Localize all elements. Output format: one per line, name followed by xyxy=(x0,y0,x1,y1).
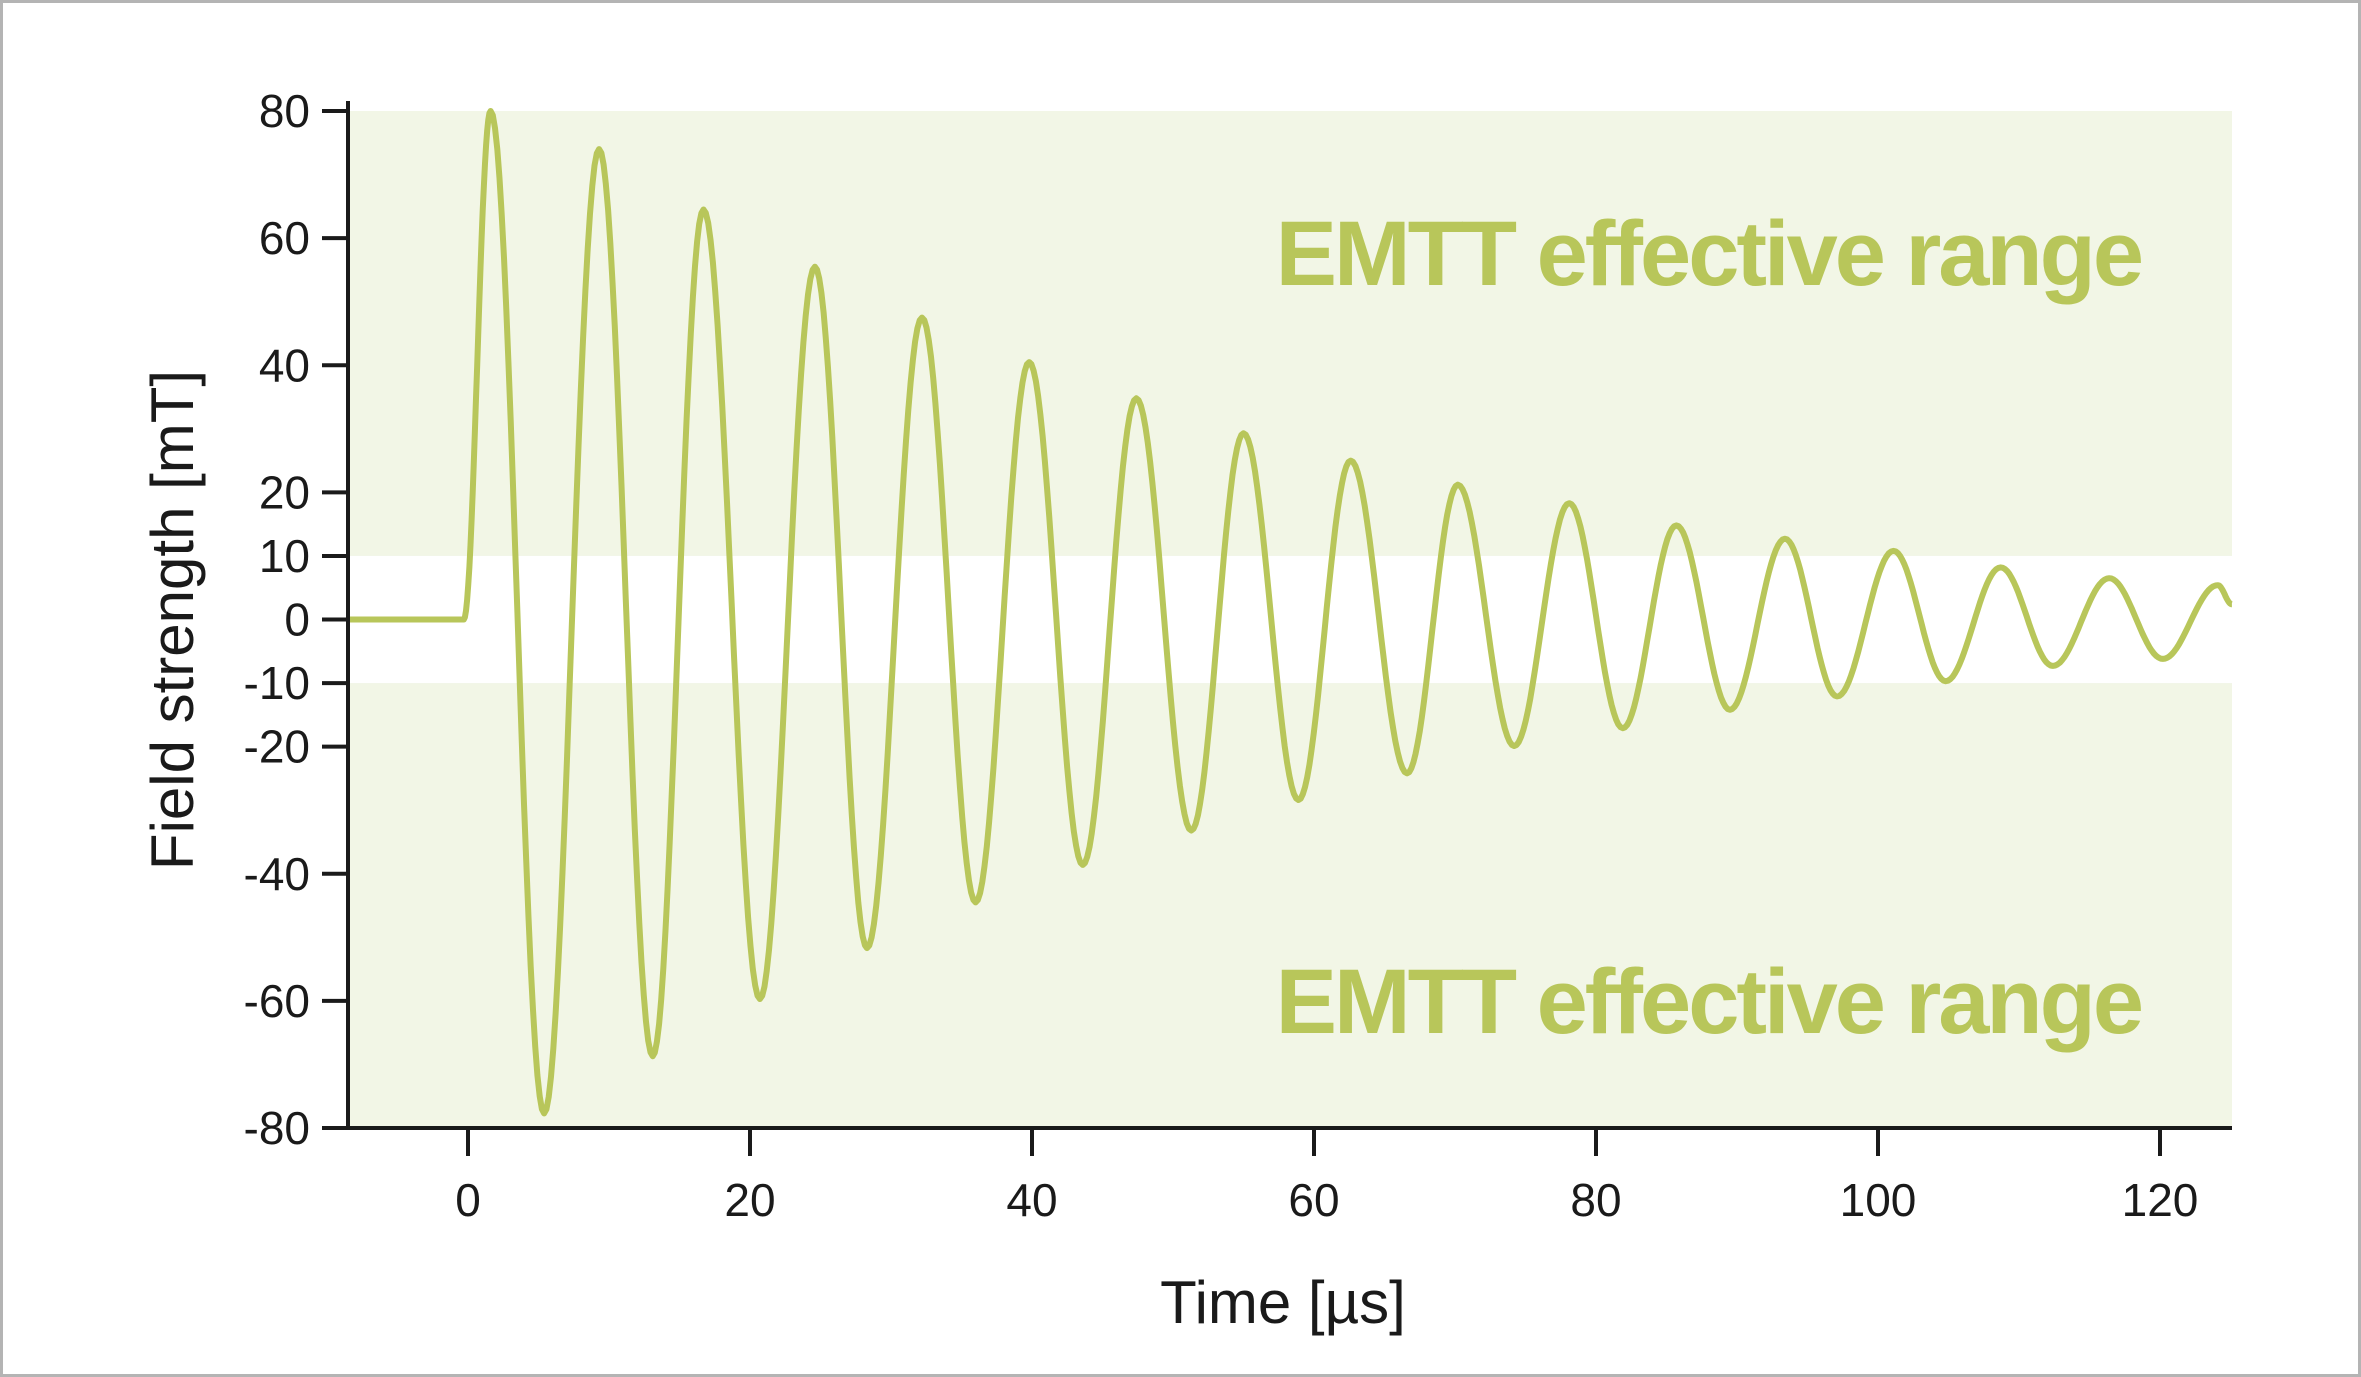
y-tick-label: -80 xyxy=(244,1102,310,1154)
y-tick-label: 20 xyxy=(259,466,310,518)
field-strength-line xyxy=(348,108,2235,1117)
y-tick-label: 0 xyxy=(284,594,310,646)
y-tick-label: 80 xyxy=(259,85,310,137)
effective-range-band-lower xyxy=(348,683,2232,1128)
y-axis-title: Field strength [mT] xyxy=(139,370,206,870)
x-tick-label: 80 xyxy=(1570,1174,1621,1226)
y-tick-label: -10 xyxy=(244,657,310,709)
x-tick-label: 40 xyxy=(1006,1174,1057,1226)
x-axis-title: Time [µs] xyxy=(1160,1269,1406,1336)
y-tick-label: -20 xyxy=(244,721,310,773)
upper-band-label: EMTT effective range xyxy=(1276,203,2142,305)
effective-range-band-upper xyxy=(348,111,2232,556)
x-tick-label: 60 xyxy=(1288,1174,1339,1226)
y-tick-label: -60 xyxy=(244,975,310,1027)
x-tick-label: 20 xyxy=(724,1174,775,1226)
y-tick-label: 60 xyxy=(259,212,310,264)
x-tick-label: 100 xyxy=(1840,1174,1917,1226)
x-tick-label: 120 xyxy=(2122,1174,2199,1226)
y-tick-label: 40 xyxy=(259,339,310,391)
y-tick-label: -40 xyxy=(244,848,310,900)
lower-band-label: EMTT effective range xyxy=(1276,951,2142,1053)
x-tick-label: 0 xyxy=(455,1174,481,1226)
y-tick-label: 10 xyxy=(259,530,310,582)
